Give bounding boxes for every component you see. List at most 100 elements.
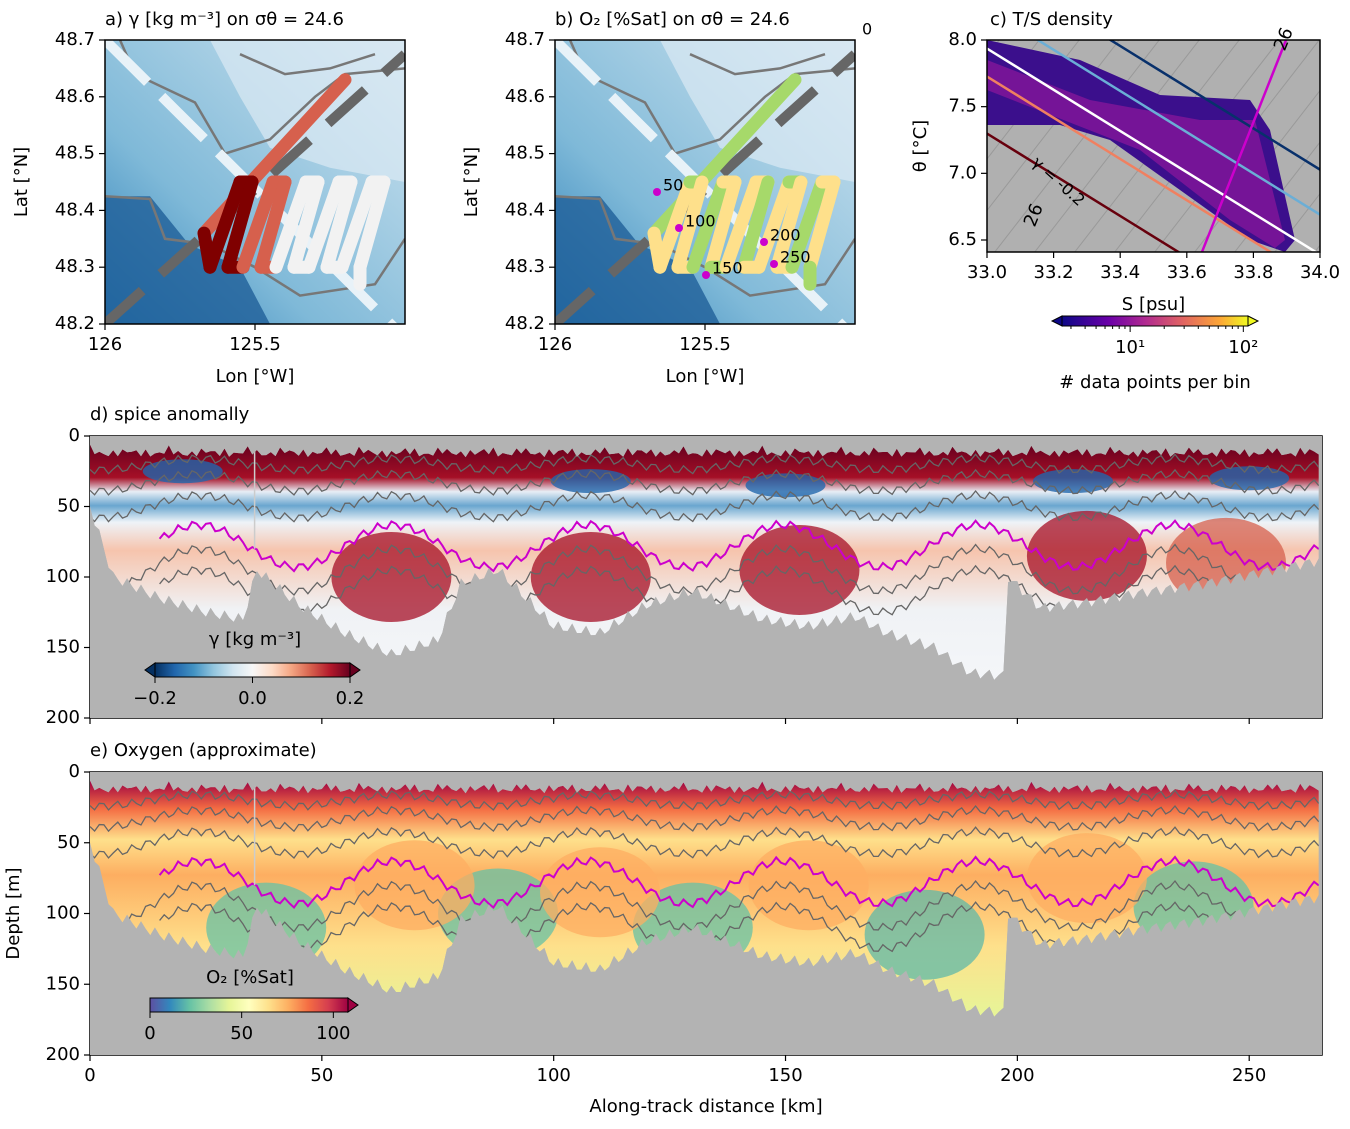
y-tick-label: 150	[46, 637, 80, 658]
track	[704, 175, 742, 274]
y-tick-label: 48.2	[505, 313, 545, 334]
spice-line	[1200, 40, 1288, 252]
map-layer	[555, 40, 855, 324]
y-axis-label: Depth [m]	[3, 867, 24, 959]
coastline	[689, 53, 826, 76]
y-tick-label: 48.5	[505, 143, 545, 164]
isopycnal-contour	[90, 879, 1319, 933]
reference-line	[987, 47, 1319, 252]
isopycnal-contour	[90, 789, 1319, 811]
colorbar-tick-label: 100	[316, 1023, 350, 1044]
y-axis-label: θ [°C]	[910, 120, 931, 172]
distance-marker	[675, 224, 683, 232]
coastline	[239, 53, 376, 76]
colorbar-extend	[349, 662, 361, 678]
x-tick-label: 125.5	[229, 334, 281, 355]
x-tick-label: 33.8	[1233, 262, 1273, 283]
distance-label: 200	[770, 226, 801, 245]
isopycnal-contour	[158, 855, 1319, 910]
x-tick-label: 0	[84, 1065, 95, 1086]
water-mass	[354, 840, 475, 931]
isopycnal-contour	[90, 489, 1319, 523]
x-axis-label: Lon [°W]	[666, 366, 745, 387]
y-axis-label: Lat [°N]	[11, 147, 32, 217]
water-mass	[864, 889, 985, 980]
isopycnal	[994, 40, 1160, 252]
isopycnal-contour	[90, 826, 1319, 859]
deep-water	[105, 196, 270, 324]
map-layer	[105, 40, 405, 324]
axes-frame	[986, 39, 1321, 253]
track	[737, 175, 775, 274]
colorbar-label: # data points per bin	[1059, 372, 1251, 393]
water-mass	[739, 524, 860, 615]
colorbar-tick-label: 10¹	[1115, 337, 1145, 358]
colorbar-extend	[144, 662, 156, 678]
x-tick-label: 33.4	[1100, 262, 1140, 283]
water-mass	[748, 840, 869, 931]
y-tick-label: 50	[57, 496, 80, 517]
isopycnal-contour	[90, 453, 1319, 475]
water-mass	[540, 847, 661, 938]
distance-label: 250	[780, 248, 811, 267]
x-axis-label: Lon [°W]	[216, 366, 295, 387]
colorbar-extend	[1247, 315, 1260, 327]
track	[719, 175, 763, 274]
density-core	[987, 60, 1285, 248]
track	[335, 175, 379, 274]
colorbar-tick-label: 0.0	[238, 688, 267, 709]
x-tick-label: 33.0	[967, 262, 1007, 283]
water-mass	[745, 473, 826, 498]
distance-label: 0	[862, 20, 872, 39]
isopycnal-contour	[90, 543, 1319, 596]
colorbar	[1061, 315, 1249, 327]
distance-label: 100	[685, 212, 716, 231]
glider-line	[555, 50, 855, 324]
y-tick-label: 200	[46, 1044, 80, 1065]
y-tick-label: 48.7	[505, 29, 545, 50]
track	[803, 175, 841, 274]
y-tick-label: 8.0	[948, 29, 977, 50]
x-axis-label: S [psu]	[1122, 294, 1185, 315]
track	[752, 175, 796, 274]
x-tick-label: 33.6	[1167, 262, 1207, 283]
reference-line	[987, 132, 1181, 252]
isopycnal-contour	[90, 804, 1319, 833]
reference-line	[987, 75, 1273, 252]
distance-label: 150	[712, 259, 743, 278]
isopycnal-contour	[159, 901, 1319, 954]
track	[353, 175, 391, 274]
x-tick-label: 126	[538, 334, 572, 355]
y-tick-label: 200	[46, 707, 80, 728]
distance-label: 50	[663, 176, 683, 195]
water-mass	[1033, 469, 1114, 494]
panel-title: d) spice anomally	[90, 404, 250, 425]
track	[236, 175, 280, 274]
isopycnal	[1274, 192, 1320, 252]
x-tick-label: 100	[537, 1065, 571, 1086]
x-tick-label: 250	[1232, 1065, 1266, 1086]
y-tick-label: 6.5	[948, 229, 977, 250]
colorbar-label: γ [kg m⁻³]	[209, 629, 301, 650]
colorbar-tick-label: 0	[144, 1023, 155, 1044]
y-tick-label: 0	[69, 425, 80, 446]
y-tick-label: 48.5	[55, 143, 95, 164]
x-tick-label: 200	[1000, 1065, 1034, 1086]
y-tick-label: 7.5	[948, 96, 977, 117]
colorbar-extend	[347, 997, 359, 1013]
reference-line	[1108, 40, 1320, 172]
colorbar	[149, 997, 349, 1013]
x-tick-label: 150	[768, 1065, 802, 1086]
colorbar-tick-label: 10²	[1228, 337, 1258, 358]
track	[671, 175, 709, 274]
colorbar-tick-label: −0.2	[133, 688, 177, 709]
y-tick-label: 48.2	[55, 313, 95, 334]
track	[653, 175, 697, 274]
ts-layer	[987, 40, 1320, 252]
colorbar	[154, 662, 351, 678]
section-layer	[90, 780, 1319, 1017]
y-tick-label: 150	[46, 973, 80, 994]
isopycnal	[1194, 89, 1320, 252]
panel-title: b) O₂ [%Sat] on σθ = 24.6	[555, 9, 790, 30]
deep-water	[555, 196, 720, 324]
